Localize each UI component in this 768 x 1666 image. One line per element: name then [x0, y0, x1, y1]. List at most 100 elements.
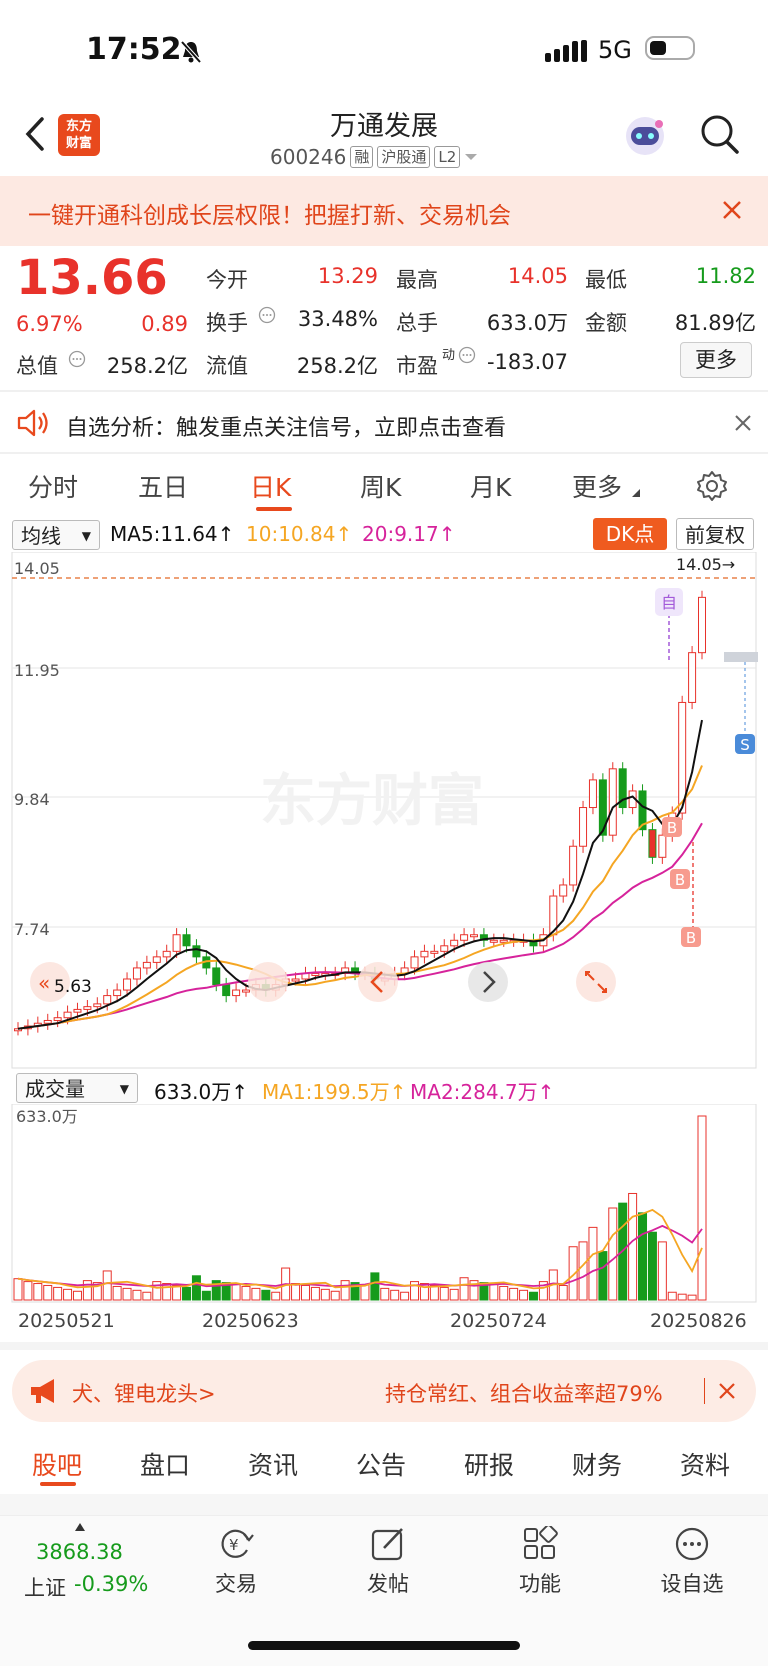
gear-icon[interactable]: [696, 470, 728, 502]
promo-pill[interactable]: [12, 1360, 756, 1422]
analysis-text[interactable]: 自选分析：触发重点关注信号，立即点击查看: [66, 416, 507, 441]
volume-bar: [152, 1281, 162, 1301]
add-watchlist-label[interactable]: 设自选: [660, 1572, 724, 1596]
index-name[interactable]: 上证: [24, 1576, 66, 1600]
volume-bar: [82, 1280, 92, 1301]
kline-chart[interactable]: 14.05 11.95 9.84 7.74 14.05→ 东方财富 自 B B …: [0, 552, 768, 1072]
promo-left-text[interactable]: 犬、锂电龙头>: [72, 1382, 216, 1406]
tab-weekly-k[interactable]: 周K: [360, 473, 402, 502]
volume-bar: [638, 1212, 648, 1301]
more-button[interactable]: 更多: [680, 342, 752, 378]
chevron-left-icon: [370, 971, 383, 993]
tab-guba[interactable]: 股吧: [32, 1451, 83, 1480]
volume-bar: [13, 1278, 23, 1301]
volume-bar: [320, 1288, 330, 1301]
y-label-3: 9.84: [14, 790, 50, 809]
candle-body: [489, 939, 498, 943]
volume-bar: [251, 1287, 261, 1301]
info-icon[interactable]: [458, 346, 476, 364]
float-label: 流值: [206, 354, 248, 378]
candle-body: [658, 834, 667, 858]
tag-margin: 融: [350, 146, 374, 168]
caret-up-icon: [75, 1523, 85, 1531]
candle-body: [460, 934, 469, 941]
tab-finance[interactable]: 财务: [572, 1451, 623, 1480]
svg-text:S: S: [740, 736, 750, 754]
volume-bar: [628, 1192, 638, 1301]
volume-bar: [310, 1286, 320, 1301]
tab-news[interactable]: 资讯: [248, 1451, 299, 1480]
page-left-button: [358, 962, 398, 1002]
info-icon[interactable]: [68, 350, 86, 368]
volume-bar: [499, 1285, 509, 1301]
robot-assistant-icon[interactable]: [622, 114, 668, 158]
dk-point-button[interactable]: DK点: [593, 518, 667, 550]
promo-right-text[interactable]: 持仓常红、组合收益率超79%: [385, 1382, 663, 1406]
caret-down-icon[interactable]: [464, 152, 478, 162]
volume-bar: [489, 1284, 499, 1301]
candle-body: [569, 845, 578, 886]
grid-function-icon[interactable]: [522, 1526, 558, 1562]
candle-body: [152, 956, 161, 963]
yuan-exchange-icon[interactable]: ¥: [218, 1526, 254, 1562]
tab-research[interactable]: 研报: [464, 1451, 515, 1480]
candle-body: [598, 779, 607, 836]
more-dots-icon[interactable]: [674, 1526, 710, 1562]
candle-body: [470, 934, 478, 938]
function-label[interactable]: 功能: [519, 1572, 561, 1596]
sell-signal: [735, 734, 755, 754]
stock-code: 600246: [270, 145, 347, 169]
buy-signal-2: [670, 869, 690, 889]
adjust-button[interactable]: 前复权: [676, 518, 754, 550]
volume-chart[interactable]: 633.0万: [0, 1104, 768, 1304]
vol-ma2-line: [17, 1224, 703, 1288]
status-bar: 17:52 5G: [0, 0, 768, 100]
volume-bar: [142, 1291, 152, 1301]
turnover-value: 33.48%: [297, 307, 378, 331]
tab-announcement[interactable]: 公告: [356, 1451, 407, 1480]
low-value: 11.82: [695, 264, 756, 288]
network-type: 5G: [598, 36, 632, 64]
tab-five-day[interactable]: 五日: [138, 473, 189, 502]
volume-bar: [53, 1286, 63, 1301]
ma-select[interactable]: 均线 ▼: [12, 520, 100, 550]
volume-label: 总手: [396, 311, 438, 335]
index-change[interactable]: -0.39%: [74, 1572, 149, 1596]
date-label: 20250623: [202, 1310, 299, 1332]
tab-profile[interactable]: 资料: [680, 1451, 731, 1480]
volume-bar: [519, 1289, 529, 1301]
watermark: 东方财富: [260, 769, 484, 834]
trade-label[interactable]: 交易: [215, 1572, 257, 1596]
info-icon[interactable]: [258, 306, 276, 324]
volume-bar: [380, 1287, 390, 1301]
open-label: 今开: [206, 268, 248, 292]
close-icon[interactable]: [734, 414, 752, 432]
tab-more[interactable]: 更多: [572, 473, 623, 502]
edit-post-icon[interactable]: [370, 1526, 406, 1562]
tab-pankou[interactable]: 盘口: [140, 1451, 191, 1480]
volume-bar: [330, 1290, 340, 1301]
volume-bar: [191, 1275, 201, 1301]
y-label-2: 11.95: [14, 661, 60, 680]
close-icon[interactable]: [722, 200, 742, 220]
ma10-value: 10:10.84↑: [246, 522, 353, 546]
volume-bar: [647, 1231, 657, 1301]
speaker-icon: [17, 409, 48, 437]
open-value: 13.29: [317, 264, 378, 288]
close-icon[interactable]: [718, 1382, 736, 1400]
volume-bar: [132, 1289, 142, 1301]
indicator-select[interactable]: 成交量 ▼: [16, 1073, 138, 1103]
tab-daily-k[interactable]: 日K: [250, 473, 292, 502]
tab-monthly-k[interactable]: 月K: [470, 473, 512, 502]
candle-body: [212, 967, 221, 986]
promo-banner[interactable]: [0, 176, 768, 246]
search-icon[interactable]: [700, 114, 740, 156]
volume-bar: [63, 1288, 73, 1301]
back-arrow-icon[interactable]: [24, 116, 46, 152]
tab-intraday[interactable]: 分时: [28, 473, 79, 502]
post-label[interactable]: 发帖: [367, 1572, 409, 1596]
self-marker: 自: [661, 593, 677, 612]
buy-signal-3: [681, 927, 701, 947]
candle-body: [93, 1003, 102, 1008]
index-value[interactable]: 3868.38: [36, 1540, 123, 1564]
